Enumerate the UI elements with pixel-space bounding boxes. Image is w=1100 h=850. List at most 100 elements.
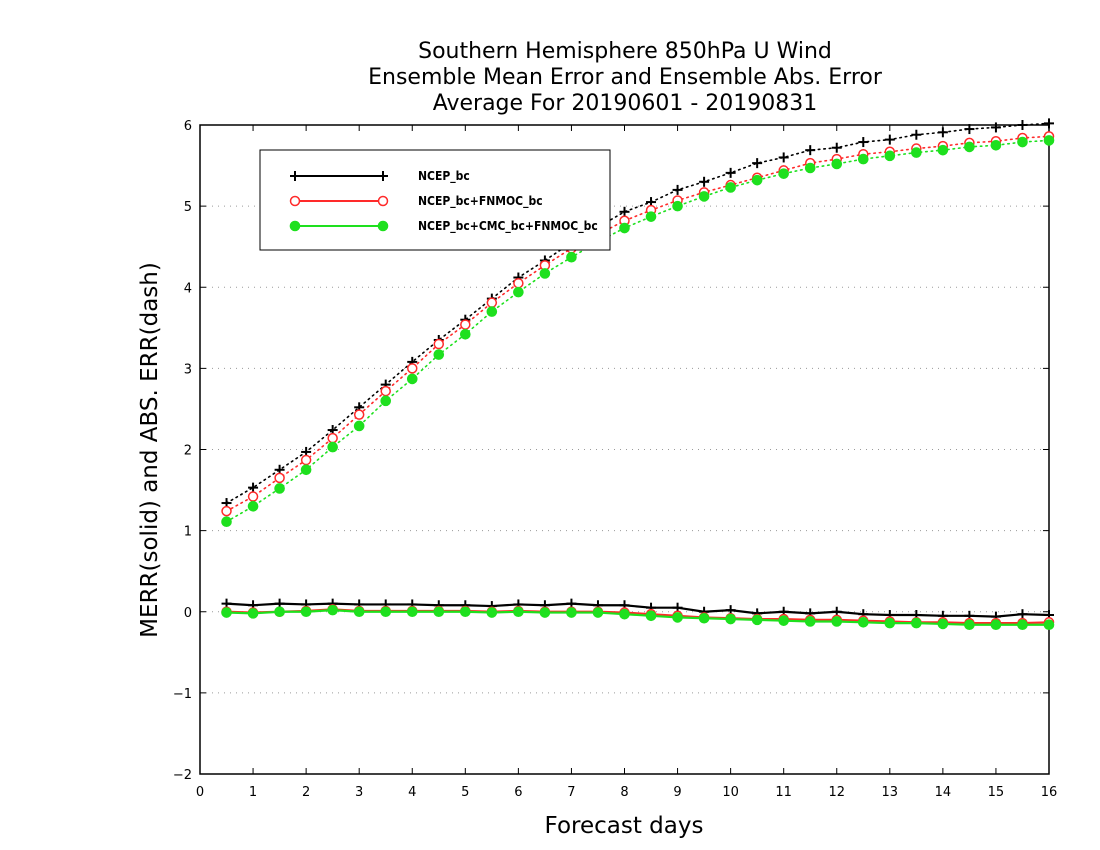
abs-err-point (247, 500, 259, 512)
abs-err-point (805, 145, 816, 156)
y-tick-label: −1 (173, 687, 192, 702)
data-series (221, 118, 1055, 631)
x-tick-label: 11 (775, 785, 792, 800)
series-3 (221, 135, 1055, 631)
abs-err-point (964, 124, 975, 135)
y-tick-label: 0 (184, 606, 192, 621)
merr-point (592, 607, 604, 618)
abs-err-point (884, 134, 895, 145)
abs-err-point (778, 152, 789, 163)
y-tick-label: 6 (184, 119, 192, 134)
abs-err-point (433, 349, 445, 360)
abs-err-point (486, 306, 498, 317)
merr-point (513, 606, 524, 618)
x-axis-label: Forecast days (545, 813, 704, 839)
merr-point (645, 610, 657, 622)
merr-point (778, 615, 789, 626)
legend-label: NCEP_bc (418, 169, 470, 184)
legend-label: NCEP_bc+CMC_bc+FNMOC_bc (418, 219, 598, 234)
merr-point (274, 606, 285, 618)
merr-point (937, 618, 949, 630)
abs-err-point (221, 505, 232, 517)
merr-point (247, 608, 259, 619)
y-tick-label: 1 (184, 525, 192, 540)
merr-point (831, 616, 843, 627)
legend-item-1: NCEP_bc (290, 169, 470, 184)
abs-err-point (937, 127, 948, 138)
abs-err-point (221, 516, 232, 528)
x-tick-label: 2 (302, 785, 310, 800)
title-line-2: Ensemble Mean Error and Ensemble Abs. Er… (368, 65, 883, 90)
chart-title: Southern Hemisphere 850hPa U WindEnsembl… (368, 39, 883, 116)
abs-err-point (327, 432, 338, 444)
legend-marker (289, 195, 301, 207)
y-tick-label: −2 (173, 768, 192, 783)
abs-err-point (353, 420, 365, 432)
abs-err-point (327, 441, 338, 453)
abs-err-point (300, 454, 312, 466)
legend-marker (289, 220, 301, 232)
merr-point (911, 617, 922, 629)
abs-err-point (698, 191, 710, 202)
merr-point (1043, 619, 1055, 631)
x-tick-label: 0 (196, 785, 204, 800)
x-tick-label: 8 (620, 785, 628, 800)
x-tick-label: 1 (249, 785, 257, 800)
merr-point (1017, 609, 1028, 620)
legend-marker (377, 220, 389, 232)
abs-err-point (751, 174, 763, 186)
abs-err-point (566, 251, 577, 263)
legend-label: NCEP_bc+FNMOC_bc (418, 194, 543, 209)
x-tick-label: 6 (514, 785, 522, 800)
abs-err-point (460, 319, 471, 330)
legend-item-3: NCEP_bc+CMC_bc+FNMOC_bc (289, 219, 598, 234)
abs-err-point (752, 158, 763, 169)
y-tick-label: 3 (184, 362, 192, 377)
merr-point (990, 619, 1002, 631)
x-tick-label: 5 (461, 785, 469, 800)
x-tick-label: 13 (882, 785, 899, 800)
x-tick-label: 3 (355, 785, 363, 800)
merr-point (964, 619, 975, 631)
abs-err-point (406, 373, 418, 385)
merr-point (300, 606, 312, 618)
merr-point (884, 617, 896, 629)
title-line-1: Southern Hemisphere 850hPa U Wind (418, 39, 832, 64)
merr-point (221, 607, 232, 618)
abs-err-point (513, 286, 524, 298)
merr-point (751, 614, 763, 626)
abs-err-point (353, 409, 365, 420)
abs-err-point (831, 142, 842, 153)
abs-err-point (884, 150, 896, 162)
abs-err-point (645, 211, 657, 222)
abs-err-point (990, 122, 1001, 133)
abs-err-point (804, 162, 816, 174)
abs-err-point (274, 472, 285, 484)
x-tick-label: 16 (1041, 785, 1058, 800)
abs-err-point (619, 222, 630, 234)
merr-point (353, 606, 365, 618)
abs-err-point (990, 139, 1002, 151)
merr-point (804, 616, 816, 627)
x-tick-label: 10 (722, 785, 739, 800)
abs-err-point (858, 137, 869, 148)
abs-err-point (247, 491, 259, 502)
abs-err-point (778, 168, 789, 179)
merr-point (725, 613, 736, 625)
y-tick-label: 4 (184, 281, 192, 296)
legend-marker (378, 171, 388, 181)
merr-point (857, 616, 869, 628)
abs-err-point (911, 129, 922, 140)
abs-err-point (460, 329, 471, 340)
abs-err-point (725, 167, 736, 178)
abs-err-point (248, 482, 259, 493)
abs-err-point (380, 385, 391, 397)
merr-point (433, 606, 445, 618)
merr-point (486, 607, 498, 618)
merr-point (698, 612, 710, 624)
abs-err-point (1043, 135, 1055, 146)
abs-err-point (699, 176, 710, 187)
y-tick-label: 2 (184, 444, 192, 459)
